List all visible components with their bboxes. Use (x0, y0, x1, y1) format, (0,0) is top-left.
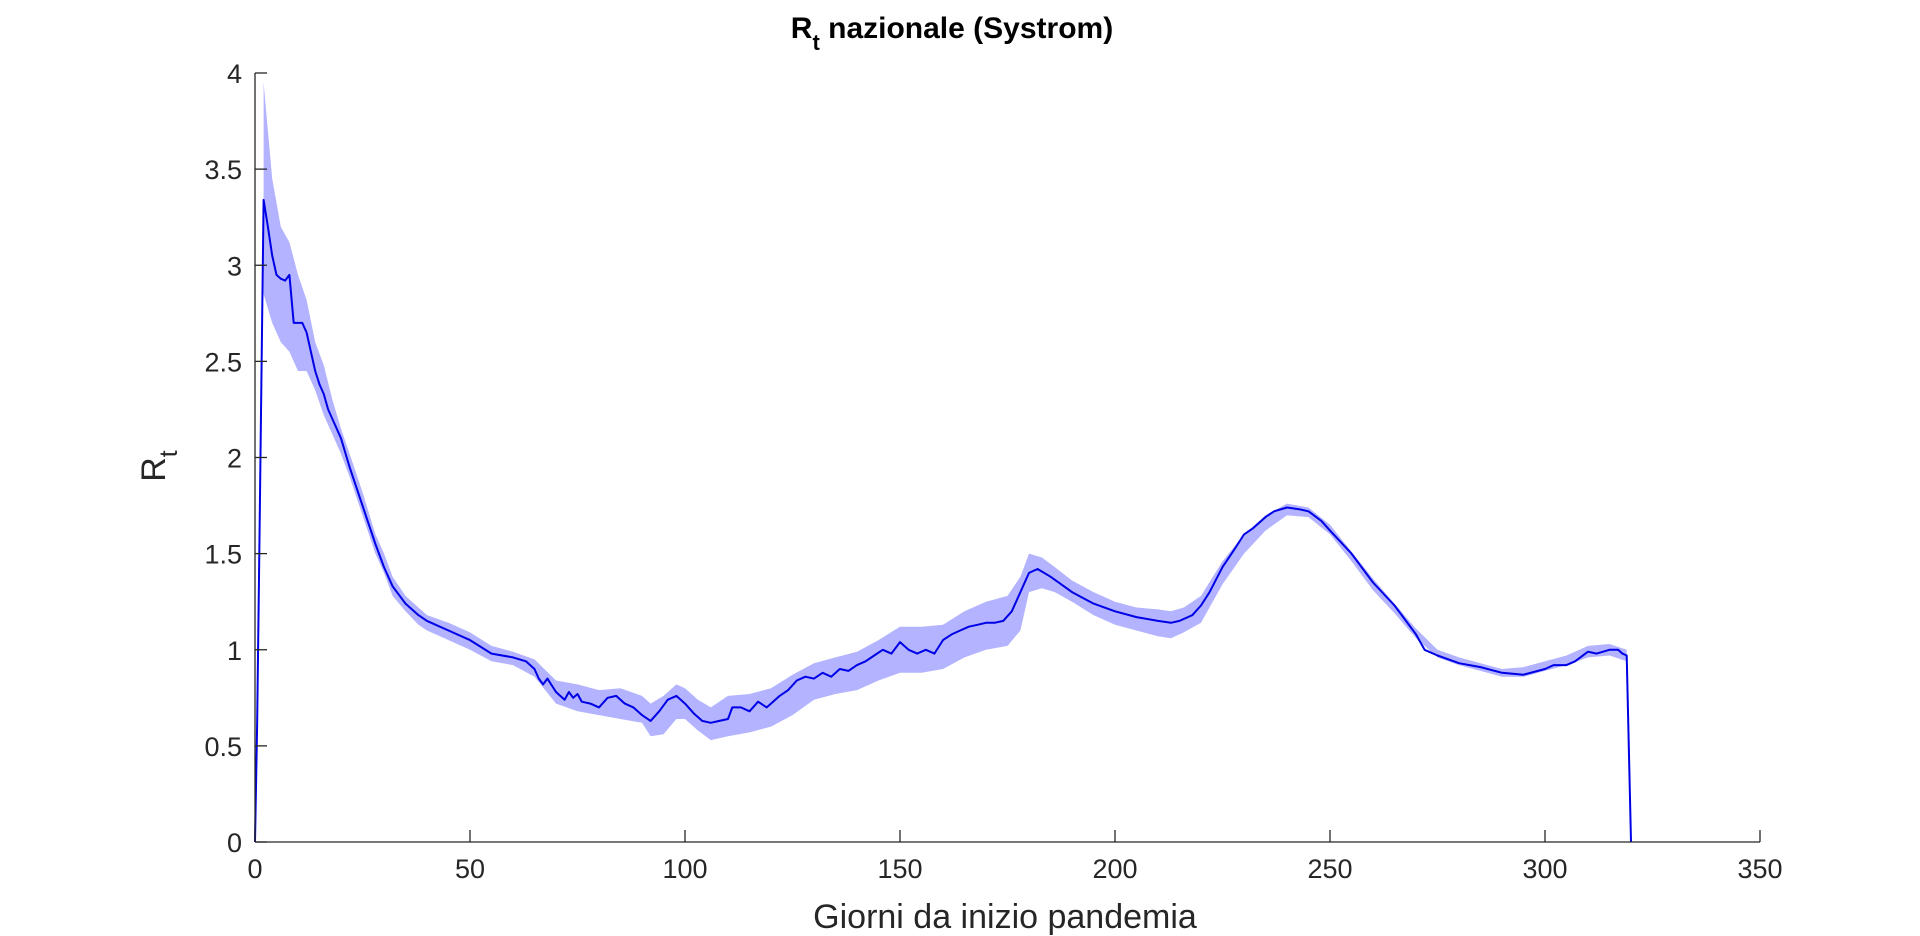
y-tick-label: 0 (227, 828, 242, 858)
plot-area (254, 82, 1632, 843)
chart-title-suffix: nazionale (Systrom) (820, 12, 1113, 45)
rt-line (254, 198, 1632, 843)
x-tick-label: 250 (1307, 854, 1352, 884)
chart-title: Rt nazionale (Systrom) (791, 12, 1113, 55)
x-axis-label: Giorni da inizio pandemia (813, 898, 1197, 936)
y-tick-label: 4 (227, 59, 242, 89)
y-axis-label: Rt (135, 450, 183, 482)
y-tick-label: 2.5 (204, 347, 242, 377)
axes: 0 50 100 150 200 250 300 350 0 0.5 1 1.5 2 2.5 3 3.5 4 (204, 59, 1782, 884)
x-tick-label: 300 (1522, 854, 1567, 884)
x-tick-label: 100 (662, 854, 707, 884)
x-tick-label: 150 (877, 854, 922, 884)
x-tick-label: 50 (455, 854, 485, 884)
chart-title-subscript: t (812, 30, 820, 55)
y-tick-label: 3 (227, 251, 242, 281)
y-axis-label-subscript: t (155, 450, 183, 457)
y-tick-label: 1 (227, 636, 242, 666)
chart-title-main: R (791, 12, 813, 45)
x-tick-label: 0 (247, 854, 262, 884)
y-tick-label: 1.5 (204, 540, 242, 570)
y-axis-label-main: R (135, 457, 173, 482)
x-tick-label: 350 (1737, 854, 1782, 884)
y-tick-label: 3.5 (204, 155, 242, 185)
y-tick-label: 2 (227, 444, 242, 474)
x-tick-label: 200 (1092, 854, 1137, 884)
y-tick-label: 0.5 (204, 732, 242, 762)
confidence-band (263, 82, 1627, 741)
